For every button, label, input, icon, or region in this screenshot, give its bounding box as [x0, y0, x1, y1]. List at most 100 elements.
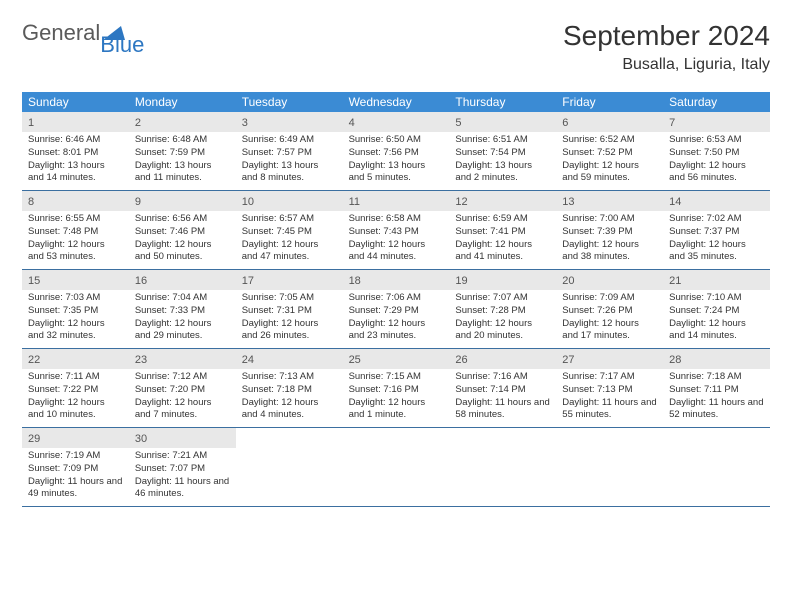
- calendar-body: 1 Sunrise: 6:46 AMSunset: 8:01 PM Daylight…: [22, 112, 770, 507]
- weekday-friday: Friday: [556, 92, 663, 112]
- day-body: Sunrise: 6:52 AMSunset: 7:52 PMDaylight:…: [556, 132, 663, 189]
- daylight-line: Daylight: 12 hours and 17 minutes.: [562, 318, 657, 344]
- sunset-line: Sunset: 8:01 PM: [28, 147, 123, 160]
- month-title: September 2024: [563, 20, 770, 52]
- location: Busalla, Liguria, Italy: [563, 56, 770, 74]
- day-body: Sunrise: 7:03 AMSunset: 7:35 PMDaylight:…: [22, 290, 129, 347]
- week-row: 29Sunrise: 7:19 AMSunset: 7:09 PMDayligh…: [22, 428, 770, 507]
- day-cell: 28Sunrise: 7:18 AMSunset: 7:11 PMDayligh…: [663, 349, 770, 427]
- day-number-wrap: 15: [22, 270, 129, 290]
- day-number-wrap: 7: [663, 112, 770, 132]
- weekday-sunday: Sunday: [22, 92, 129, 112]
- daylight-line: Daylight: 11 hours and 46 minutes.: [135, 476, 230, 502]
- sunset-line: Sunset: 7:14 PM: [455, 384, 550, 397]
- day-cell: 17Sunrise: 7:05 AMSunset: 7:31 PMDayligh…: [236, 270, 343, 348]
- day-number: 18: [349, 275, 361, 287]
- day-body: Sunrise: 7:16 AMSunset: 7:14 PMDaylight:…: [449, 369, 556, 426]
- daylight-line: Daylight: 12 hours and 50 minutes.: [135, 239, 230, 265]
- day-number-wrap: 28: [663, 349, 770, 369]
- day-number: 5: [455, 117, 461, 129]
- day-number-wrap: 21: [663, 270, 770, 290]
- day-cell: 22Sunrise: 7:11 AMSunset: 7:22 PMDayligh…: [22, 349, 129, 427]
- sunrise-line: Sunrise: 7:16 AM: [455, 371, 550, 384]
- day-number-wrap: 27: [556, 349, 663, 369]
- sunrise-line: Sunrise: 7:06 AM: [349, 292, 444, 305]
- daylight-line: Daylight: 12 hours and 26 minutes.: [242, 318, 337, 344]
- sunset-line: Sunset: 7:31 PM: [242, 305, 337, 318]
- empty-cell: [556, 428, 663, 506]
- sunset-line: Sunset: 7:39 PM: [562, 226, 657, 239]
- sunrise-line: Sunrise: 6:57 AM: [242, 213, 337, 226]
- sunrise-line: Sunrise: 6:56 AM: [135, 213, 230, 226]
- day-number-wrap: 25: [343, 349, 450, 369]
- day-number: 3: [242, 117, 248, 129]
- day-number-wrap: 23: [129, 349, 236, 369]
- sunrise-line: Sunrise: 7:19 AM: [28, 450, 123, 463]
- sunrise-line: Sunrise: 7:09 AM: [562, 292, 657, 305]
- day-cell: 12Sunrise: 6:59 AMSunset: 7:41 PMDayligh…: [449, 191, 556, 269]
- weekday-thursday: Thursday: [449, 92, 556, 112]
- day-number: 9: [135, 196, 141, 208]
- sunset-line: Sunset: 7:35 PM: [28, 305, 123, 318]
- day-number: 6: [562, 117, 568, 129]
- daylight-line: Daylight: 11 hours and 55 minutes.: [562, 397, 657, 423]
- day-body: Sunrise: 7:07 AMSunset: 7:28 PMDaylight:…: [449, 290, 556, 347]
- sunrise-line: Sunrise: 7:07 AM: [455, 292, 550, 305]
- week-row: 15Sunrise: 7:03 AMSunset: 7:35 PMDayligh…: [22, 270, 770, 349]
- day-cell: 26 Sunrise: 7:16 AMSunset: 7:14 PMDayligh…: [449, 349, 556, 427]
- day-cell: 20Sunrise: 7:09 AMSunset: 7:26 PMDayligh…: [556, 270, 663, 348]
- day-body: Sunrise: 7:04 AMSunset: 7:33 PMDaylight:…: [129, 290, 236, 347]
- sunrise-line: Sunrise: 6:50 AM: [349, 134, 444, 147]
- title-block: September 2024 Busalla, Liguria, Italy: [563, 20, 770, 74]
- sunrise-line: Sunrise: 7:13 AM: [242, 371, 337, 384]
- day-cell: 4Sunrise: 6:50 AMSunset: 7:56 PMDaylight…: [343, 112, 450, 190]
- day-body: Sunrise: 6:57 AMSunset: 7:45 PMDaylight:…: [236, 211, 343, 268]
- day-body: Sunrise: 7:12 AMSunset: 7:20 PMDaylight:…: [129, 369, 236, 426]
- sunrise-line: Sunrise: 7:03 AM: [28, 292, 123, 305]
- day-number: 24: [242, 354, 254, 366]
- day-body: Sunrise: 7:10 AMSunset: 7:24 PMDaylight:…: [663, 290, 770, 347]
- day-cell: 15 Sunrise: 7:03 AMSunset: 7:35 PMDayligh…: [22, 270, 129, 348]
- day-number: 20: [562, 275, 574, 287]
- daylight-line: Daylight: 12 hours and 41 minutes.: [455, 239, 550, 265]
- daylight-line: Daylight: 12 hours and 32 minutes.: [28, 318, 123, 344]
- day-number-wrap: 17: [236, 270, 343, 290]
- week-row: 1 Sunrise: 6:46 AMSunset: 8:01 PM Daylight…: [22, 112, 770, 191]
- sunset-line: Sunset: 7:48 PM: [28, 226, 123, 239]
- sunset-line: Sunset: 7:41 PM: [455, 226, 550, 239]
- sunset-line: Sunset: 7:22 PM: [28, 384, 123, 397]
- daylight-line: Daylight: 12 hours and 23 minutes.: [349, 318, 444, 344]
- sunset-line: Sunset: 7:59 PM: [135, 147, 230, 160]
- daylight-line: Daylight: 13 hours and 11 minutes.: [135, 160, 230, 186]
- day-cell: 13Sunrise: 7:00 AMSunset: 7:39 PMDayligh…: [556, 191, 663, 269]
- day-number: 26: [455, 354, 467, 366]
- sunset-line: Sunset: 7:46 PM: [135, 226, 230, 239]
- day-number: 17: [242, 275, 254, 287]
- day-number: 16: [135, 275, 147, 287]
- daylight-line: Daylight: 12 hours and 4 minutes.: [242, 397, 337, 423]
- day-number-wrap: 8: [22, 191, 129, 211]
- day-cell: 30Sunrise: 7:21 AMSunset: 7:07 PMDayligh…: [129, 428, 236, 506]
- day-number: 15: [28, 275, 40, 287]
- sunset-line: Sunset: 7:13 PM: [562, 384, 657, 397]
- day-cell: 7Sunrise: 6:53 AMSunset: 7:50 PMDaylight…: [663, 112, 770, 190]
- day-number: 13: [562, 196, 574, 208]
- sunset-line: Sunset: 7:37 PM: [669, 226, 764, 239]
- day-number-wrap: 24: [236, 349, 343, 369]
- calendar: Sunday Monday Tuesday Wednesday Thursday…: [22, 92, 770, 507]
- sunrise-line: Sunrise: 6:53 AM: [669, 134, 764, 147]
- sunrise-line: Sunrise: 6:59 AM: [455, 213, 550, 226]
- daylight-line: Daylight: 12 hours and 47 minutes.: [242, 239, 337, 265]
- day-number: 1: [28, 117, 34, 129]
- day-number: 7: [669, 117, 675, 129]
- sunrise-line: Sunrise: 6:46 AM: [28, 134, 123, 147]
- day-number-wrap: 1: [22, 112, 129, 132]
- sunset-line: Sunset: 7:45 PM: [242, 226, 337, 239]
- day-body: Sunrise: 6:56 AMSunset: 7:46 PMDaylight:…: [129, 211, 236, 268]
- day-body: Sunrise: 7:02 AMSunset: 7:37 PMDaylight:…: [663, 211, 770, 268]
- daylight-line: Daylight: 12 hours and 56 minutes.: [669, 160, 764, 186]
- sunrise-line: Sunrise: 6:51 AM: [455, 134, 550, 147]
- logo-text-general: General: [22, 20, 100, 46]
- day-cell: 1Sunrise: 6:46 AMSunset: 8:01 PMDaylight…: [22, 112, 129, 190]
- weekday-monday: Monday: [129, 92, 236, 112]
